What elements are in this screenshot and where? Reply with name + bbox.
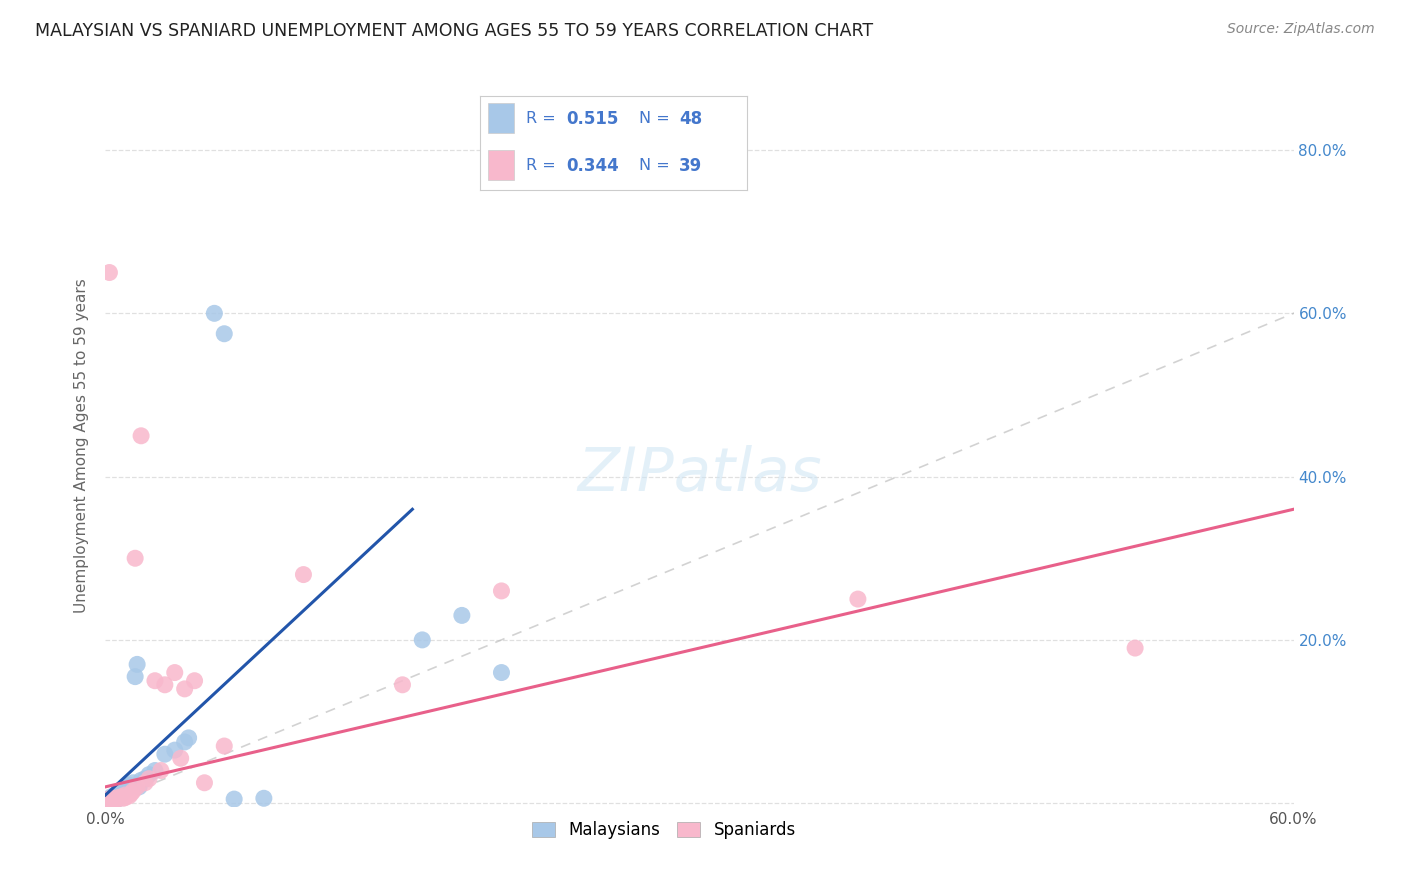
Text: ZIPatlas: ZIPatlas — [578, 445, 821, 504]
Point — [118, 789, 141, 803]
Point — [104, 791, 127, 805]
Point — [124, 670, 146, 684]
Point — [411, 632, 433, 647]
Point — [128, 780, 150, 794]
Point — [491, 583, 513, 598]
Point — [108, 785, 131, 799]
Text: Source: ZipAtlas.com: Source: ZipAtlas.com — [1227, 22, 1375, 37]
Point — [100, 793, 122, 807]
Legend: Malaysians, Spaniards: Malaysians, Spaniards — [524, 814, 803, 846]
Point — [114, 790, 136, 805]
Y-axis label: Unemployment Among Ages 55 to 59 years: Unemployment Among Ages 55 to 59 years — [75, 278, 90, 614]
Point — [112, 791, 135, 805]
Point — [98, 794, 121, 808]
Point — [491, 665, 513, 680]
Point — [224, 792, 246, 806]
Point — [153, 747, 176, 762]
Point — [96, 795, 118, 809]
Point — [103, 789, 125, 804]
Point — [105, 789, 128, 804]
Point — [96, 793, 118, 807]
Point — [170, 751, 193, 765]
Point — [112, 784, 135, 798]
Point — [115, 781, 138, 796]
Point — [98, 792, 121, 806]
Point — [108, 788, 131, 802]
Point — [100, 791, 122, 805]
Point — [104, 794, 127, 808]
Point — [104, 791, 127, 805]
Point — [127, 657, 149, 672]
Point — [1123, 641, 1146, 656]
Point — [103, 794, 125, 808]
Point — [105, 786, 128, 800]
Point — [110, 786, 132, 800]
Point — [98, 794, 121, 808]
Point — [183, 673, 205, 688]
Point — [129, 429, 152, 443]
Point — [138, 772, 160, 786]
Point — [214, 326, 236, 341]
Point — [98, 792, 121, 806]
Point — [103, 791, 125, 805]
Point — [122, 776, 145, 790]
Point — [100, 789, 122, 804]
Point — [118, 778, 141, 792]
Point — [120, 786, 142, 800]
Point — [253, 791, 276, 805]
Point — [391, 678, 413, 692]
Point — [163, 665, 186, 680]
Point — [98, 266, 121, 280]
Point — [153, 678, 176, 692]
Point — [127, 780, 149, 794]
Point — [846, 592, 869, 607]
Point — [214, 739, 236, 753]
Point — [96, 794, 118, 808]
Point — [103, 793, 125, 807]
Point — [108, 790, 131, 805]
Point — [124, 551, 146, 566]
Point — [173, 681, 195, 696]
Point — [134, 776, 156, 790]
Point — [105, 791, 128, 805]
Point — [104, 792, 127, 806]
Point — [103, 792, 125, 806]
Point — [98, 795, 121, 809]
Point — [96, 794, 118, 808]
Point — [98, 793, 121, 807]
Point — [100, 792, 122, 806]
Point — [292, 567, 315, 582]
Point — [193, 776, 215, 790]
Point — [138, 767, 160, 781]
Point — [104, 788, 127, 802]
Point — [110, 789, 132, 804]
Point — [114, 783, 136, 797]
Point — [96, 793, 118, 807]
Point — [114, 780, 136, 794]
Point — [177, 731, 200, 745]
Point — [122, 784, 145, 798]
Point — [100, 794, 122, 808]
Point — [202, 306, 225, 320]
Point — [104, 793, 127, 807]
Point — [450, 608, 472, 623]
Point — [100, 793, 122, 807]
Point — [163, 743, 186, 757]
Point — [143, 764, 166, 778]
Point — [143, 673, 166, 688]
Text: MALAYSIAN VS SPANIARD UNEMPLOYMENT AMONG AGES 55 TO 59 YEARS CORRELATION CHART: MALAYSIAN VS SPANIARD UNEMPLOYMENT AMONG… — [35, 22, 873, 40]
Point — [134, 772, 156, 786]
Point — [105, 792, 128, 806]
Point — [129, 773, 152, 788]
Point — [149, 764, 172, 778]
Point — [114, 788, 136, 802]
Point — [173, 735, 195, 749]
